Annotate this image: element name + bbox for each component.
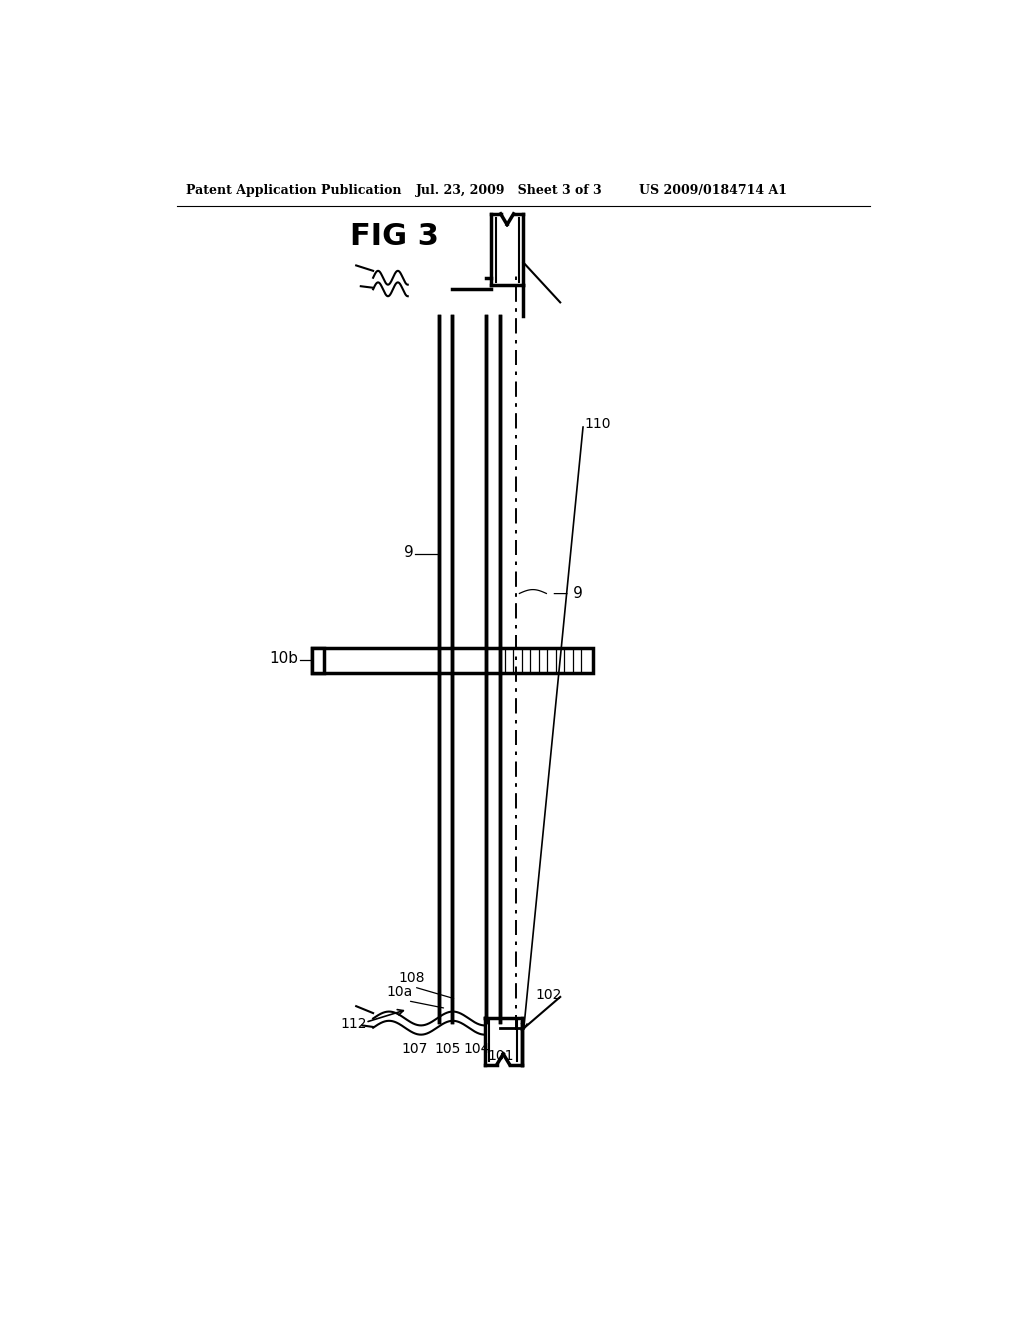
Bar [311,648,324,673]
Text: 10a: 10a [386,985,413,999]
Text: FIG 3: FIG 3 [350,223,439,251]
Text: 10b: 10b [269,651,298,667]
Text: 105: 105 [435,1043,461,1056]
Text: 112: 112 [340,1016,367,1031]
Text: 108: 108 [398,972,425,985]
Text: — 9: — 9 [553,586,583,601]
Text: Jul. 23, 2009   Sheet 3 of 3: Jul. 23, 2009 Sheet 3 of 3 [416,185,602,197]
Text: 101: 101 [487,1049,514,1064]
Text: 102: 102 [536,989,562,1002]
Text: Patent Application Publication: Patent Application Publication [186,185,401,197]
Text: 104: 104 [463,1043,489,1056]
Text: US 2009/0184714 A1: US 2009/0184714 A1 [639,185,786,197]
Text: 107: 107 [401,1043,428,1056]
Bar [311,648,593,673]
Text: 9: 9 [404,545,414,560]
Text: 110: 110 [585,417,611,432]
